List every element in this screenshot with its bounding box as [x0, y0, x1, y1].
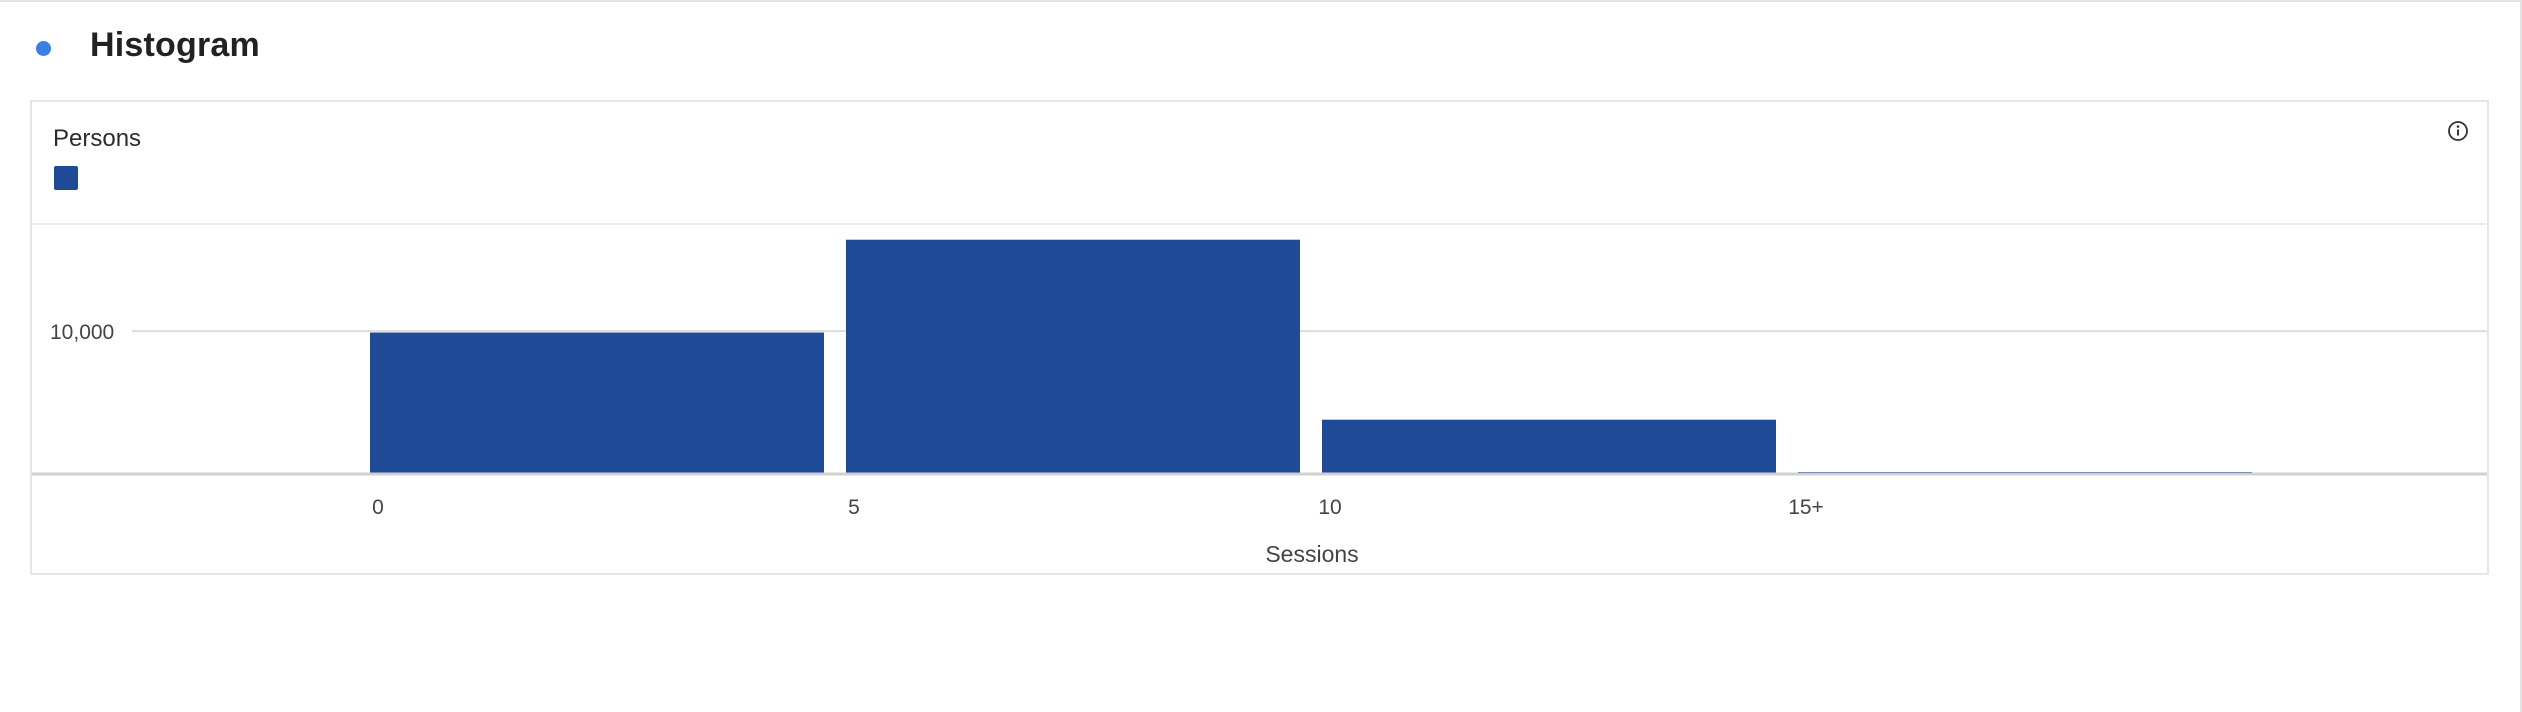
panel-header: Histogram [0, 2, 2520, 92]
histogram-chart: 10,000 0 5 10 15+ Sessions [32, 223, 2487, 567]
legend-swatch[interactable] [54, 166, 78, 190]
chart-title: Persons [53, 125, 142, 152]
status-dot-icon [36, 41, 51, 56]
x-tick-label: 5 [848, 496, 860, 519]
info-circle-icon[interactable] [2447, 120, 2469, 142]
x-tick-label: 10 [1318, 496, 1341, 519]
y-tick-label: 10,000 [50, 321, 114, 344]
page-title: Histogram [90, 26, 260, 64]
histogram-bar[interactable] [370, 332, 824, 474]
x-tick-label: 0 [372, 496, 384, 519]
chart-card: Persons 10,000 0 5 10 15+ Sessions [30, 100, 2489, 575]
x-axis-title: Sessions [1265, 541, 1358, 567]
histogram-bar[interactable] [846, 239, 1300, 474]
histogram-bar[interactable] [1322, 419, 1776, 474]
x-tick-label: 15+ [1788, 496, 1824, 519]
